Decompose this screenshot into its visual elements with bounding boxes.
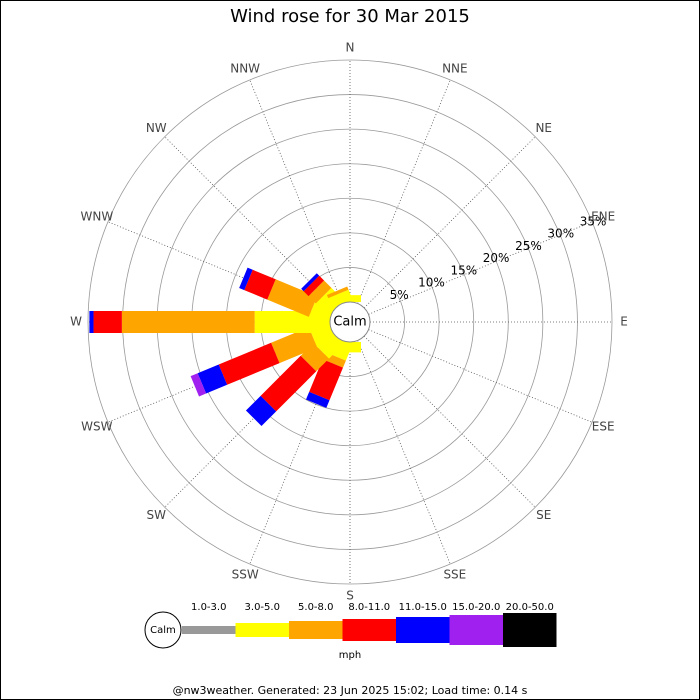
direction-label: NE (535, 121, 552, 135)
y-tick-label: 30% (547, 227, 574, 241)
bar-segment (89, 311, 94, 333)
y-tick-label: 35% (580, 214, 607, 228)
legend-center-circle (144, 611, 182, 649)
bar-segment (218, 342, 280, 385)
spoke (249, 340, 343, 565)
bar-segment (303, 275, 325, 297)
bar-segment (190, 373, 207, 397)
bar-segment (309, 359, 343, 401)
legend-swatch (342, 619, 396, 641)
legend-label: 20.0-50.0 (506, 602, 554, 613)
chart-title: Wind rose for 30 Mar 2015 (230, 6, 470, 27)
bar-segment (308, 280, 332, 304)
spoke (368, 329, 593, 423)
bar-segment (305, 391, 330, 408)
grid-ring (87, 59, 613, 585)
y-tick-label: 10% (418, 276, 445, 290)
legend-swatch (235, 623, 289, 637)
bar-segment (267, 279, 318, 317)
direction-label: SSE (443, 568, 466, 582)
spoke (107, 221, 332, 315)
direction-label: SSW (232, 568, 259, 582)
bar-segment (328, 289, 353, 308)
direction-label: ENE (591, 210, 615, 224)
direction-label: NNW (230, 61, 260, 75)
legend-center-label: Calm (150, 625, 176, 636)
legend-label: 11.0-15.0 (399, 602, 447, 613)
direction-label: S (346, 589, 354, 603)
legend-swatch (289, 621, 343, 639)
spoke (368, 221, 593, 315)
legend-swatch (182, 626, 236, 634)
spoke (357, 79, 451, 304)
legend-swatch (503, 613, 557, 647)
bar-segment (260, 355, 317, 412)
direction-label: NNE (442, 61, 468, 75)
y-tick-label: 25% (515, 239, 542, 253)
legend-swatch (396, 617, 450, 643)
direction-label: ESE (592, 419, 615, 433)
legend-label: 5.0-8.0 (298, 602, 333, 613)
bar-segment (245, 395, 277, 427)
direction-label: SW (147, 508, 167, 522)
center-label: Calm (333, 315, 366, 330)
spoke (164, 335, 337, 508)
spoke (363, 136, 536, 309)
direction-label: N (346, 41, 355, 55)
y-tick-label: 5% (390, 288, 409, 302)
direction-label: E (620, 315, 628, 329)
y-tick-label: 15% (450, 263, 477, 277)
footer: @nw3weather. Generated: 23 Jun 2025 15:0… (173, 684, 528, 697)
bar-segment (121, 311, 255, 333)
direction-label: WNW (80, 210, 113, 224)
bar-segment (244, 269, 276, 300)
spoke (249, 79, 343, 304)
legend-label: 15.0-20.0 (452, 602, 500, 613)
center-circle (329, 301, 371, 343)
direction-label: SE (536, 508, 551, 522)
bar-segment (93, 311, 122, 333)
spoke (363, 335, 536, 508)
bar-segment (239, 267, 253, 291)
legend-label: 1.0-3.0 (191, 602, 226, 613)
bar-segment (301, 273, 320, 292)
legend-label: 3.0-5.0 (245, 602, 280, 613)
direction-label: WSW (81, 419, 112, 433)
direction-label: NW (146, 121, 167, 135)
spoke (164, 136, 337, 309)
spoke (357, 340, 451, 565)
direction-label: W (70, 315, 82, 329)
bar-segment (197, 364, 228, 394)
legend-label: 8.0-11.0 (348, 602, 390, 613)
y-tick-label: 20% (483, 251, 510, 265)
legend-unit: mph (339, 650, 361, 661)
bar-segment (326, 286, 349, 299)
bar-segment (271, 327, 318, 364)
legend-swatch (449, 615, 503, 645)
